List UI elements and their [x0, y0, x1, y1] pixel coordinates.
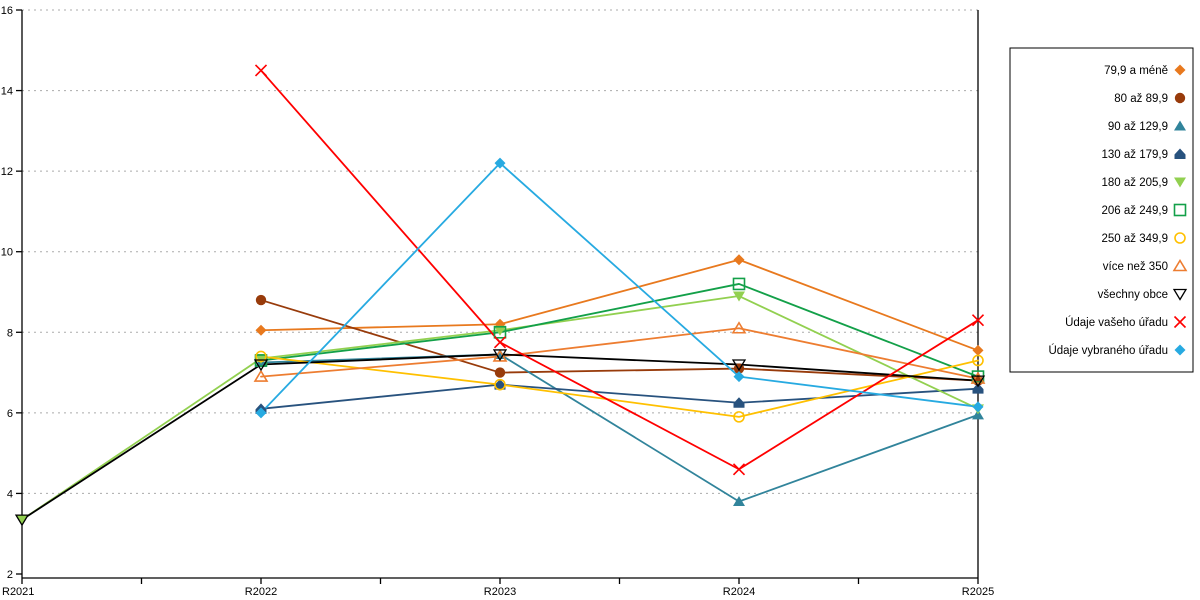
series-line-10 [260, 69, 979, 471]
series-line-3 [260, 353, 979, 503]
series-8-marker-R2022 [253, 369, 269, 382]
diamond-legend-icon [1174, 64, 1186, 76]
legend-label: 90 až 129,9 [1108, 121, 1168, 133]
triangle-up-legend-icon [1174, 120, 1186, 131]
triangle-up-legend-icon [1172, 258, 1188, 272]
series-10-marker-R2023 [493, 336, 507, 349]
series-11-marker-R2025 [972, 401, 984, 413]
circle-legend-icon [1174, 92, 1186, 104]
series-line-1 [260, 258, 979, 352]
legend-label: 130 až 179,9 [1101, 149, 1168, 161]
series-8-marker-R2024 [731, 321, 747, 334]
series-4-marker-R2025 [972, 383, 984, 394]
series-9-marker-R2024 [731, 359, 747, 372]
series-5-marker-R2024 [733, 291, 745, 302]
y-axis-tick-label: 2 [7, 569, 13, 581]
series-6-marker-R2024 [732, 277, 746, 291]
legend-label: 80 až 89,9 [1114, 93, 1168, 105]
series-9-marker-R2022 [253, 359, 269, 372]
legend-label: všechny obce [1098, 289, 1168, 301]
y-axis-tick-label: 6 [7, 408, 13, 420]
series-7-marker-R2025 [972, 354, 984, 367]
y-axis-tick-label: 14 [1, 86, 13, 98]
legend-box [1009, 47, 1194, 373]
series-7-marker-R2024 [733, 411, 745, 423]
y-axis-tick-label: 16 [1, 5, 13, 17]
series-line-11 [260, 162, 979, 414]
legend-label: 180 až 205,9 [1101, 177, 1168, 189]
series-5-marker-R2021 [16, 515, 28, 526]
series-5-marker-R2023 [494, 325, 506, 336]
series-9-marker-R2021 [14, 514, 30, 527]
legend-label: 79,9 a méně [1104, 65, 1168, 77]
y-axis-tick-label: 8 [7, 327, 13, 339]
series-3-marker-R2025 [972, 409, 984, 420]
series-10-marker-R2025 [971, 314, 985, 327]
square-legend-icon [1173, 203, 1187, 217]
series-1-marker-R2022 [255, 324, 267, 336]
pentagon-legend-icon [1174, 148, 1186, 159]
series-9-marker-R2025 [970, 375, 986, 388]
series-10-marker-R2024 [732, 463, 746, 476]
series-line-2 [260, 299, 979, 382]
series-2-marker-R2022 [255, 294, 267, 306]
series-7-marker-R2022 [255, 350, 267, 363]
series-8-marker-R2025 [970, 371, 986, 384]
x-axis-tick-label: R2021 [2, 586, 34, 598]
series-7-marker-R2023 [494, 378, 506, 391]
legend-label: 250 až 349,9 [1101, 233, 1168, 245]
series-1-marker-R2024 [733, 254, 745, 266]
series-10-marker-R2022 [254, 64, 268, 77]
x-axis-tick-label: R2022 [245, 586, 277, 598]
series-line-6 [260, 283, 979, 378]
y-axis-tick-label: 10 [1, 247, 13, 259]
series-4-marker-R2023 [494, 379, 506, 390]
series-line-7 [260, 355, 979, 418]
x-axis-tick-label: R2024 [723, 586, 755, 598]
series-11-marker-R2024 [733, 371, 745, 383]
series-6-marker-R2023 [493, 325, 507, 339]
circle-legend-icon [1174, 232, 1186, 244]
legend-label: více než 350 [1103, 261, 1168, 273]
legend-label: Údaje vybraného úřadu [1048, 344, 1168, 357]
series-line-8 [260, 327, 979, 380]
series-2-marker-R2023 [494, 367, 506, 378]
x-legend-icon [1173, 315, 1187, 329]
y-axis-tick-label: 4 [7, 488, 13, 500]
series-1-marker-R2025 [972, 344, 984, 356]
series-4-marker-R2024 [733, 397, 745, 408]
triangle-down-legend-icon [1172, 288, 1188, 301]
series-9-marker-R2023 [492, 349, 508, 362]
series-11-marker-R2022 [255, 407, 267, 419]
legend-label: 206 až 249,9 [1101, 205, 1168, 217]
diamond-legend-icon [1174, 344, 1186, 356]
series-11-marker-R2023 [494, 157, 506, 169]
series-5-marker-R2022 [255, 353, 267, 364]
legend-label: Údaje vašeho úřadu [1065, 316, 1168, 329]
triangle-down-legend-icon [1174, 177, 1186, 188]
x-axis-tick-label: R2025 [962, 586, 994, 598]
x-axis-tick-label: R2023 [484, 586, 516, 598]
y-axis-tick-label: 12 [1, 166, 13, 178]
series-3-marker-R2024 [733, 495, 745, 506]
